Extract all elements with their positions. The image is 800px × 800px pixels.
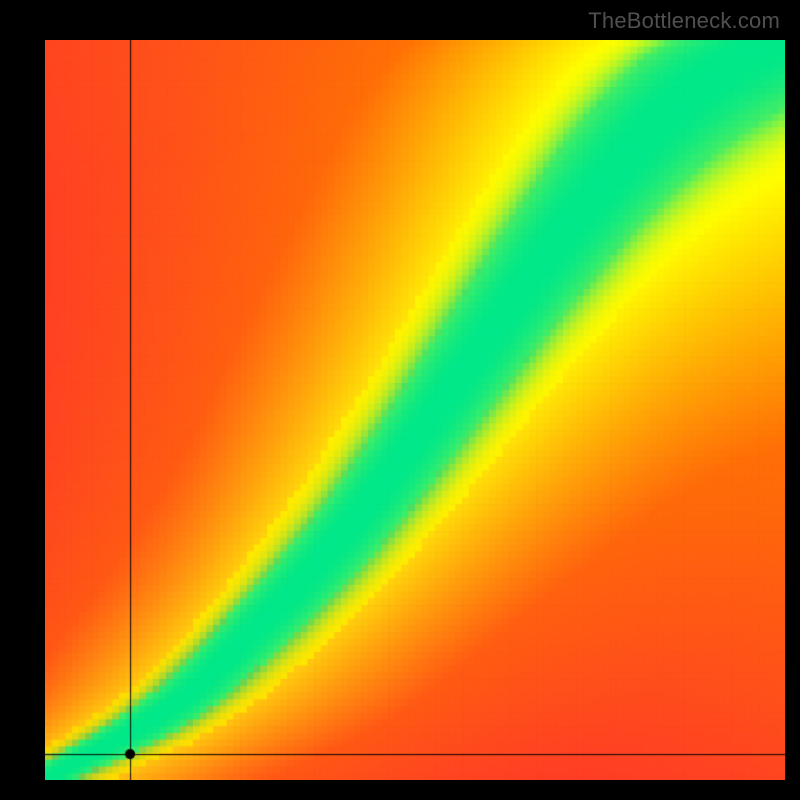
root: TheBottleneck.com (0, 0, 800, 800)
attribution-label: TheBottleneck.com (588, 8, 780, 34)
crosshair-overlay (45, 40, 785, 780)
